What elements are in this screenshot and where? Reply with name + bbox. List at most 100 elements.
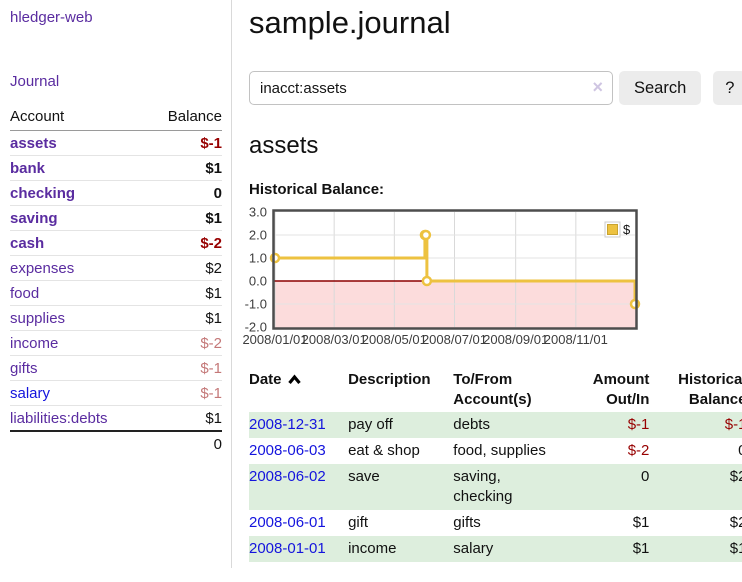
axis-tick-label: 2008/07/01 [422, 332, 487, 347]
transaction-balance: $-1 [724, 416, 742, 433]
transaction-date-link[interactable]: 2008-06-02 [249, 468, 326, 485]
transaction-amount: 0 [641, 468, 650, 485]
clear-search-icon[interactable]: × [592, 77, 603, 97]
transaction-accounts: debts [453, 416, 490, 433]
account-balance: $-1 [200, 134, 222, 152]
account-link-saving[interactable]: saving [10, 209, 58, 227]
account-balance: $-2 [146, 230, 222, 256]
account-row: cash $-2 [10, 230, 222, 256]
chart-data-point [421, 275, 433, 287]
sort-ascending-icon [287, 374, 301, 385]
transaction-balance: 0 [649, 438, 742, 464]
search-input[interactable] [249, 71, 613, 105]
sidebar-nav: Journal [10, 73, 222, 90]
axis-tick-label: 2008/11/01 [544, 332, 608, 347]
chart-title: Historical Balance: [249, 181, 385, 198]
account-row: liabilities:debts $1 [10, 405, 222, 431]
chart-data-point [420, 229, 432, 241]
app-brand-link[interactable]: hledger-web [10, 9, 93, 26]
register-row: 2008-06-01 gift gifts $1 $2 [249, 510, 742, 536]
register-row: 2008-06-02 save saving, checking 0 $2 [249, 464, 742, 510]
legend-swatch [607, 224, 618, 235]
account-link-supplies[interactable]: supplies [10, 309, 66, 327]
transaction-balance: $1 [729, 540, 742, 557]
account-balance: $1 [146, 205, 222, 231]
axis-tick-label: 2008/03/01 [302, 332, 367, 347]
account-row: income $-2 [10, 330, 222, 356]
transaction-amount: $-2 [627, 442, 650, 459]
transaction-date-link[interactable]: 2008-06-01 [249, 514, 326, 531]
help-button[interactable]: ? [713, 71, 742, 105]
register-header-amount: Amount Out/In [592, 371, 650, 408]
register-header-date-label: Date [249, 371, 282, 388]
transaction-amount: $1 [632, 514, 650, 531]
sidebar-item-journal[interactable]: Journal [10, 73, 60, 90]
account-row: saving $1 [10, 205, 222, 231]
register-row: 2008-01-01 income salary $1 $1 [249, 536, 742, 562]
chart-data-point [629, 298, 641, 310]
accounts-total-row: 0 [10, 430, 222, 456]
axis-tick-label: -1.0 [245, 297, 267, 312]
chart-svg: 3.0 2.0 1.0 0.0 -1.0 -2.02008/01/012008/03/01… [242, 205, 641, 347]
transaction-description: gift [348, 514, 369, 531]
chart-data-point [269, 252, 281, 264]
transaction-description: pay off [348, 416, 393, 433]
axis-tick-label: 0.0 [249, 274, 267, 289]
transaction-amount: $1 [632, 540, 650, 557]
transaction-description: eat & shop [348, 442, 420, 459]
register-header-description: Description [348, 371, 431, 388]
account-link-bank[interactable]: bank [10, 159, 46, 177]
axis-tick-label: 3.0 [249, 205, 267, 220]
account-link-liabilities-debts[interactable]: liabilities:debts [10, 409, 108, 427]
register-row: 2008-12-31 pay off debts $-1 $-1 [249, 412, 742, 438]
account-row: assets $-1 [10, 131, 222, 156]
legend-label: $ [623, 222, 631, 237]
main-content: sample.journal × Search ? assets Histori… [232, 0, 742, 582]
transaction-date-link[interactable]: 2008-01-01 [249, 540, 326, 557]
account-row: salary $-1 [10, 380, 222, 406]
account-row: gifts $-1 [10, 355, 222, 381]
account-link-food[interactable]: food [10, 284, 40, 302]
search-input-wrap: × [249, 71, 613, 105]
register-table: Date Description To/From Account(s) Amou… [249, 368, 742, 562]
transaction-date-link[interactable]: 2008-06-03 [249, 442, 326, 459]
account-link-income[interactable]: income [10, 334, 59, 352]
axis-tick-label: -2.0 [245, 320, 267, 335]
accounts-header-balance: Balance [146, 105, 222, 131]
transaction-amount: $-1 [627, 416, 650, 433]
account-link-gifts[interactable]: gifts [10, 359, 38, 377]
account-balance: 0 [146, 180, 222, 206]
account-link-checking[interactable]: checking [10, 184, 76, 202]
account-balance: $1 [146, 405, 222, 431]
transaction-date-link[interactable]: 2008-12-31 [249, 416, 326, 433]
account-link-expenses[interactable]: expenses [10, 259, 75, 277]
account-balance: $-2 [146, 330, 222, 356]
search-button[interactable]: Search [619, 71, 702, 105]
transaction-accounts: saving, checking [453, 468, 513, 505]
account-link-salary[interactable]: salary [10, 384, 51, 402]
register-header-row: Date Description To/From Account(s) Amou… [249, 368, 742, 412]
account-balance: $-1 [146, 355, 222, 381]
account-row: food $1 [10, 280, 222, 306]
account-row: supplies $1 [10, 305, 222, 331]
transaction-balance: $2 [729, 468, 742, 485]
axis-tick-label: 1.0 [249, 251, 267, 266]
account-balance: $1 [146, 280, 222, 306]
account-row: checking 0 [10, 180, 222, 206]
register-header-balance: Historical Balance [678, 371, 742, 408]
account-row: bank $1 [10, 155, 222, 181]
account-balance: $1 [146, 305, 222, 331]
sidebar: hledger-web Journal Account Balance asse… [0, 0, 232, 568]
accounts-header-row: Account Balance [10, 105, 222, 131]
register-header-date[interactable]: Date [249, 368, 348, 412]
search-form: × Search ? [249, 71, 742, 105]
page-title: sample.journal [249, 5, 451, 40]
transaction-description: save [348, 468, 380, 485]
account-balance: $1 [146, 155, 222, 181]
transaction-accounts: salary [453, 540, 494, 557]
axis-tick-label: 2.0 [249, 228, 267, 243]
account-link-assets[interactable]: assets [10, 134, 57, 152]
account-link-cash[interactable]: cash [10, 234, 45, 252]
account-balance: $-1 [146, 380, 222, 406]
accounts-header-account: Account [10, 105, 147, 131]
